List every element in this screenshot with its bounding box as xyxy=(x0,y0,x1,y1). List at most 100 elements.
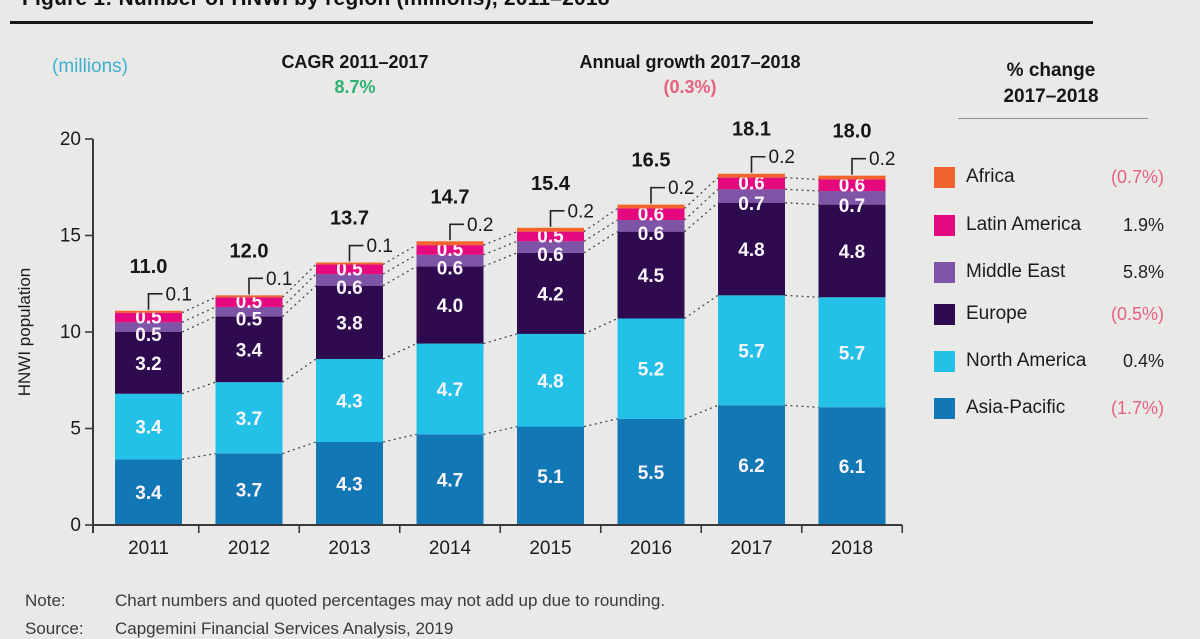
bar-segment-2017-africa xyxy=(718,173,785,178)
dashed-connector xyxy=(282,441,317,455)
figure-title: Figure 1: Number of HNWI by region (mill… xyxy=(22,0,610,11)
bar-segment-2015-africa xyxy=(517,227,584,232)
africa-callout-bracket xyxy=(248,277,263,295)
legend-swatch-latin-america xyxy=(934,214,955,236)
bar-segment-2011-europe xyxy=(115,332,182,394)
segment-value-label: 4.7 xyxy=(437,471,463,492)
bar-segment-2014-africa xyxy=(416,241,484,246)
segment-value-label: 5.2 xyxy=(638,360,664,381)
dashed-connector xyxy=(684,188,719,221)
africa-callout-bracket xyxy=(650,186,665,204)
africa-callout-bracket xyxy=(449,223,464,241)
dashed-connector xyxy=(483,425,518,435)
bar-segment-2017-middle-east xyxy=(718,189,785,203)
bar-segment-2011-africa xyxy=(115,310,182,313)
legend-swatch-north-america xyxy=(934,350,955,372)
segment-value-label: 4.5 xyxy=(638,266,665,287)
dashed-connector xyxy=(684,202,719,233)
africa-callout-bracket xyxy=(750,155,766,173)
x-axis-year-label: 2012 xyxy=(228,538,270,559)
bar-segment-2017-north-america xyxy=(718,295,785,406)
legend-swatch-africa xyxy=(934,166,955,188)
dashed-connector xyxy=(483,333,518,345)
segment-value-label: 5.1 xyxy=(537,467,564,488)
legend-item-europe: Europe (0.5%) xyxy=(934,303,1164,325)
bar-segment-2017-europe xyxy=(718,202,785,296)
bar-segment-2012-north-america xyxy=(215,382,283,454)
bar-segment-2016-europe xyxy=(617,231,685,319)
bar-segment-2012-europe xyxy=(215,316,283,383)
legend-item-africa: Africa (0.7%) xyxy=(934,166,1164,188)
segment-value-label: 0.5 xyxy=(236,310,263,331)
segment-value-label: 5.5 xyxy=(638,463,665,484)
y-axis-tick-label: 5 xyxy=(70,419,81,440)
bar-segment-2018-europe xyxy=(818,204,886,298)
legend-swatch-europe xyxy=(934,303,955,325)
segment-value-label: 4.2 xyxy=(537,284,563,305)
bar-total-label: 13.7 xyxy=(330,208,369,230)
dashed-connector xyxy=(784,404,819,408)
segment-value-label: 3.4 xyxy=(236,340,263,361)
bar-segment-2015-north-america xyxy=(517,333,584,427)
legend-title-line1: % change xyxy=(1006,60,1096,81)
cagr-value: 8.7% xyxy=(334,77,376,97)
dashed-connector xyxy=(181,315,216,333)
segment-value-label: 5.7 xyxy=(738,341,764,362)
bar-segment-2014-asia-pacific xyxy=(416,434,484,525)
bar-segment-2016-asia-pacific xyxy=(617,418,685,525)
segment-value-label: 4.7 xyxy=(437,380,463,401)
legend-title: % change 2017–2018 xyxy=(953,58,1149,110)
legend-change-value: (1.7%) xyxy=(1110,397,1164,418)
segment-value-label: 0.5 xyxy=(135,308,162,329)
legend-item-asia-pacific: Asia-Pacific (1.7%) xyxy=(934,397,1164,419)
segment-value-label: 6.1 xyxy=(839,457,866,478)
legend-change-value: 0.4% xyxy=(1122,350,1164,371)
bar-segment-2013-north-america xyxy=(316,359,383,443)
legend-item-latin-america: Latin America 1.9% xyxy=(934,214,1164,236)
bar-total-label: 14.7 xyxy=(431,186,470,208)
note-text: Chart numbers and quoted percentages may… xyxy=(115,591,666,610)
dashed-connector xyxy=(382,433,417,443)
x-axis-year-label: 2011 xyxy=(128,538,169,559)
x-axis-year-label: 2016 xyxy=(630,538,672,559)
source-label: Source: xyxy=(25,619,84,638)
bar-segment-2015-asia-pacific xyxy=(517,426,584,525)
segment-value-label: 0.6 xyxy=(839,175,865,196)
dashed-connector xyxy=(181,306,216,323)
segment-value-label: 0.6 xyxy=(738,173,764,194)
annual-growth-block: Annual growth 2017–2018 (0.3%) xyxy=(562,50,818,100)
africa-callout-value: 0.1 xyxy=(367,236,393,257)
bar-segment-2015-middle-east xyxy=(517,241,584,253)
bar-segment-2012-latin-america xyxy=(215,297,283,307)
dashed-connector xyxy=(784,202,819,206)
y-axis-tick-label: 15 xyxy=(60,226,81,247)
dashed-connector xyxy=(282,358,317,383)
africa-callout-bracket xyxy=(147,292,163,310)
segment-value-label: 4.8 xyxy=(839,242,865,263)
x-axis-year-label: 2018 xyxy=(831,538,873,559)
bar-segment-2016-north-america xyxy=(617,318,685,419)
legend-change-value: 5.8% xyxy=(1122,261,1164,282)
y-axis-title: HNWI population xyxy=(15,268,34,397)
annual-growth-value: (0.3%) xyxy=(663,77,717,97)
dashed-connector xyxy=(684,177,719,209)
bar-segment-2013-latin-america xyxy=(316,264,383,275)
bar-segment-2016-africa xyxy=(617,204,685,209)
dashed-connector xyxy=(282,273,317,308)
dashed-connector xyxy=(784,176,819,181)
bar-segment-2018-north-america xyxy=(818,297,886,408)
legend-label: Asia-Pacific xyxy=(966,397,1066,418)
segment-value-label: 0.6 xyxy=(638,204,664,225)
dashed-connector xyxy=(181,296,216,314)
africa-callout-value: 0.2 xyxy=(668,178,694,199)
segment-value-label: 3.4 xyxy=(135,418,162,439)
bar-total-label: 16.5 xyxy=(632,150,671,172)
units-label: (millions) xyxy=(52,56,128,77)
y-axis-tick-label: 10 xyxy=(60,322,81,343)
dashed-connector xyxy=(181,381,216,395)
bar-segment-2018-asia-pacific xyxy=(818,407,886,525)
legend-item-north-america: North America 0.4% xyxy=(934,350,1164,372)
cagr-block: CAGR 2011–2017 8.7% xyxy=(255,50,455,100)
